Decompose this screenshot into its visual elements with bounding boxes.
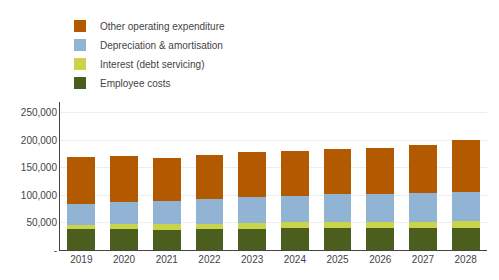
svg-text:Depreciation & amortisation: Depreciation & amortisation — [100, 40, 223, 51]
svg-text:100,000: 100,000 — [21, 190, 58, 201]
svg-text:2024: 2024 — [284, 254, 307, 265]
svg-text:2021: 2021 — [156, 254, 179, 265]
svg-text:2027: 2027 — [412, 254, 435, 265]
svg-text:Other operating expenditure: Other operating expenditure — [100, 21, 225, 32]
svg-text:2020: 2020 — [113, 254, 136, 265]
svg-text:150,000: 150,000 — [21, 162, 58, 173]
svg-text:50,000: 50,000 — [26, 217, 57, 228]
svg-text:2025: 2025 — [326, 254, 349, 265]
svg-text:200,000: 200,000 — [21, 135, 58, 146]
svg-text:2028: 2028 — [455, 254, 478, 265]
svg-text:Employee costs: Employee costs — [100, 78, 171, 89]
svg-text:2026: 2026 — [369, 254, 392, 265]
svg-text:2022: 2022 — [198, 254, 221, 265]
svg-text:2019: 2019 — [70, 254, 93, 265]
svg-text:2023: 2023 — [241, 254, 264, 265]
svg-text:-: - — [54, 245, 57, 256]
svg-text:Interest (debt servicing): Interest (debt servicing) — [100, 59, 205, 70]
svg-text:250,000: 250,000 — [21, 107, 58, 118]
